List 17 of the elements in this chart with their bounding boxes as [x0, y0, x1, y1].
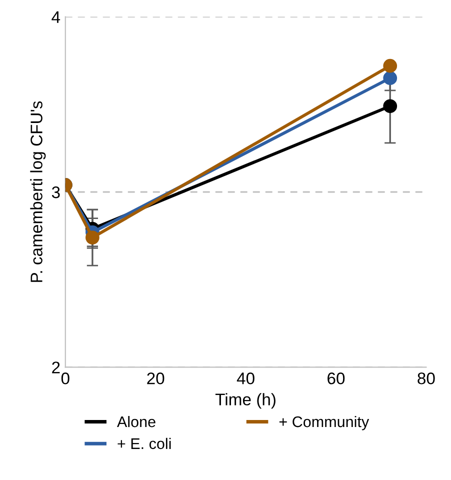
point	[383, 99, 398, 114]
y-tick-label: 4	[52, 11, 60, 23]
x-tick-label: 40	[236, 372, 254, 384]
x-tick-label: 0	[61, 372, 70, 384]
x-tick-label: 60	[328, 372, 345, 384]
x-axis-title: Time (h)	[215, 393, 276, 409]
y-tick-label: 2	[52, 362, 60, 374]
point	[383, 71, 398, 86]
point	[86, 230, 100, 244]
point	[383, 58, 398, 73]
y-tick-label: 3	[52, 186, 60, 198]
x-tick-label: 80	[418, 372, 435, 384]
x-tick-label: 20	[147, 372, 164, 384]
legend-label: + Community	[279, 416, 370, 430]
legend-label: Alone	[116, 416, 156, 428]
legend-label: + E. coli	[118, 438, 171, 450]
y-axis-title: P. camemberti log CFU's	[30, 101, 46, 282]
